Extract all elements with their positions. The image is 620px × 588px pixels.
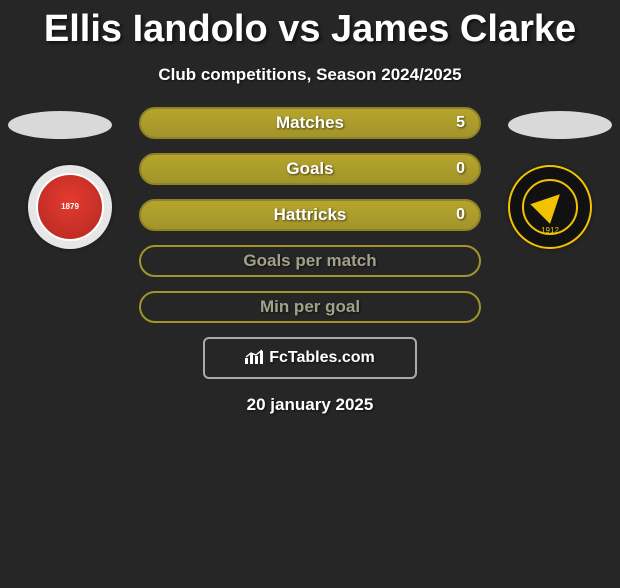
- stat-label: Min per goal: [260, 297, 360, 317]
- club-badge-left: 1879: [28, 165, 112, 249]
- comparison-stage: 1879 1912 Matches5Goals0Hattricks0Goals …: [0, 107, 620, 323]
- branding-label: FcTables.com: [269, 349, 375, 367]
- player-base-right: [508, 111, 612, 139]
- club-badge-right: 1912: [508, 165, 592, 249]
- player-base-left: [8, 111, 112, 139]
- subtitle: Club competitions, Season 2024/2025: [0, 65, 620, 85]
- club-badge-right-inner: 1912: [522, 179, 578, 235]
- stat-bar: Goals 0: [139, 153, 481, 185]
- stat-value-right: 0: [456, 201, 465, 229]
- stat-label: Goals: [286, 159, 333, 179]
- branding-box: FcTables.com: [203, 337, 417, 379]
- stat-bar: Min per goal: [139, 291, 481, 323]
- stat-bar: Goals per match: [139, 245, 481, 277]
- stat-label: Goals per match: [243, 251, 376, 271]
- stat-label: Hattricks: [274, 205, 347, 225]
- stat-label: Matches: [276, 113, 344, 133]
- stat-value-right: 0: [456, 155, 465, 183]
- stat-value-right: 5: [456, 109, 465, 137]
- page-title: Ellis Iandolo vs James Clarke: [0, 8, 620, 51]
- stat-bar: Hattricks 0: [139, 199, 481, 231]
- club-badge-left-inner: 1879: [36, 173, 104, 241]
- club-year-right: 1912: [524, 226, 576, 235]
- stat-bars: Matches 5 Goals 0 Hattricks 0 Goals per match M…: [139, 107, 481, 323]
- date-label: 20 january 2025: [0, 395, 620, 415]
- club-year-left: 1879: [61, 203, 79, 211]
- chart-icon: [245, 348, 265, 369]
- stat-bar: Matches 5: [139, 107, 481, 139]
